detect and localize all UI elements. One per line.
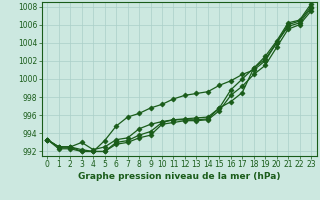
X-axis label: Graphe pression niveau de la mer (hPa): Graphe pression niveau de la mer (hPa) — [78, 172, 280, 181]
